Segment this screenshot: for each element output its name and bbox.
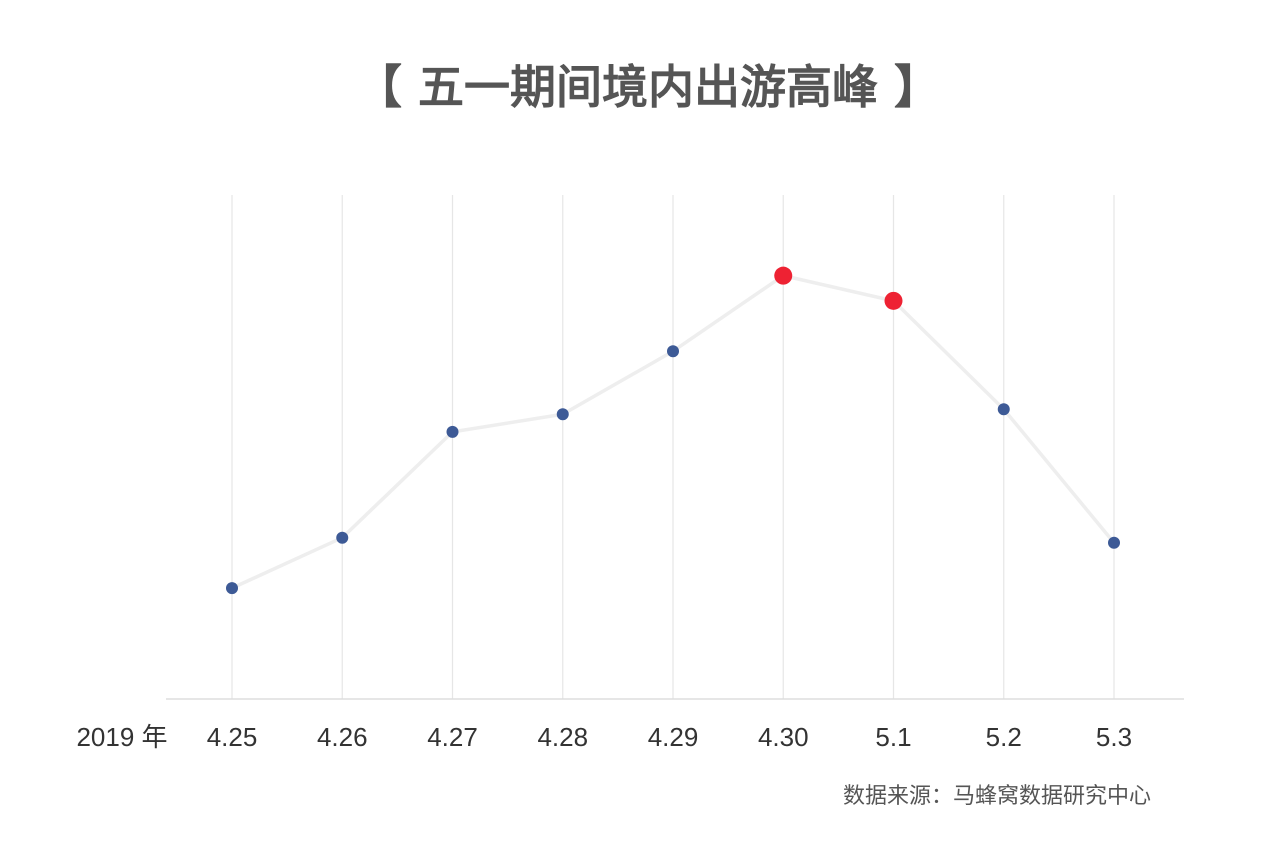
chart-title: 【 五一期间境内出游高峰 】 [356,60,940,114]
x-tick-label: 4.29 [648,722,699,752]
x-tick-label: 4.28 [537,722,588,752]
x-tick-label: 5.1 [875,722,911,752]
source-note: 数据来源：马蜂窝数据研究中心 [843,784,1151,809]
x-tick-label: 4.27 [427,722,478,752]
x-tick-labels: 4.25 4.26 4.27 4.28 4.29 4.30 5.1 5.2 5.3 [207,722,1132,752]
gridlines [231,195,1115,699]
year-label: 2019 年 [76,722,167,752]
data-point [446,425,459,438]
x-tick-label: 4.25 [207,722,258,752]
x-tick-label: 5.3 [1096,722,1132,752]
x-tick-label: 4.26 [317,722,368,752]
data-points [226,266,1120,595]
data-point [667,345,679,358]
x-tick-label: 4.30 [758,722,809,752]
data-point [226,582,238,595]
data-point [336,531,349,544]
highlight-data-point [884,291,903,310]
data-point [997,403,1010,416]
data-point [1108,536,1120,549]
x-tick-label: 5.2 [986,722,1022,752]
data-point [556,408,569,421]
highlight-data-point [774,266,793,285]
